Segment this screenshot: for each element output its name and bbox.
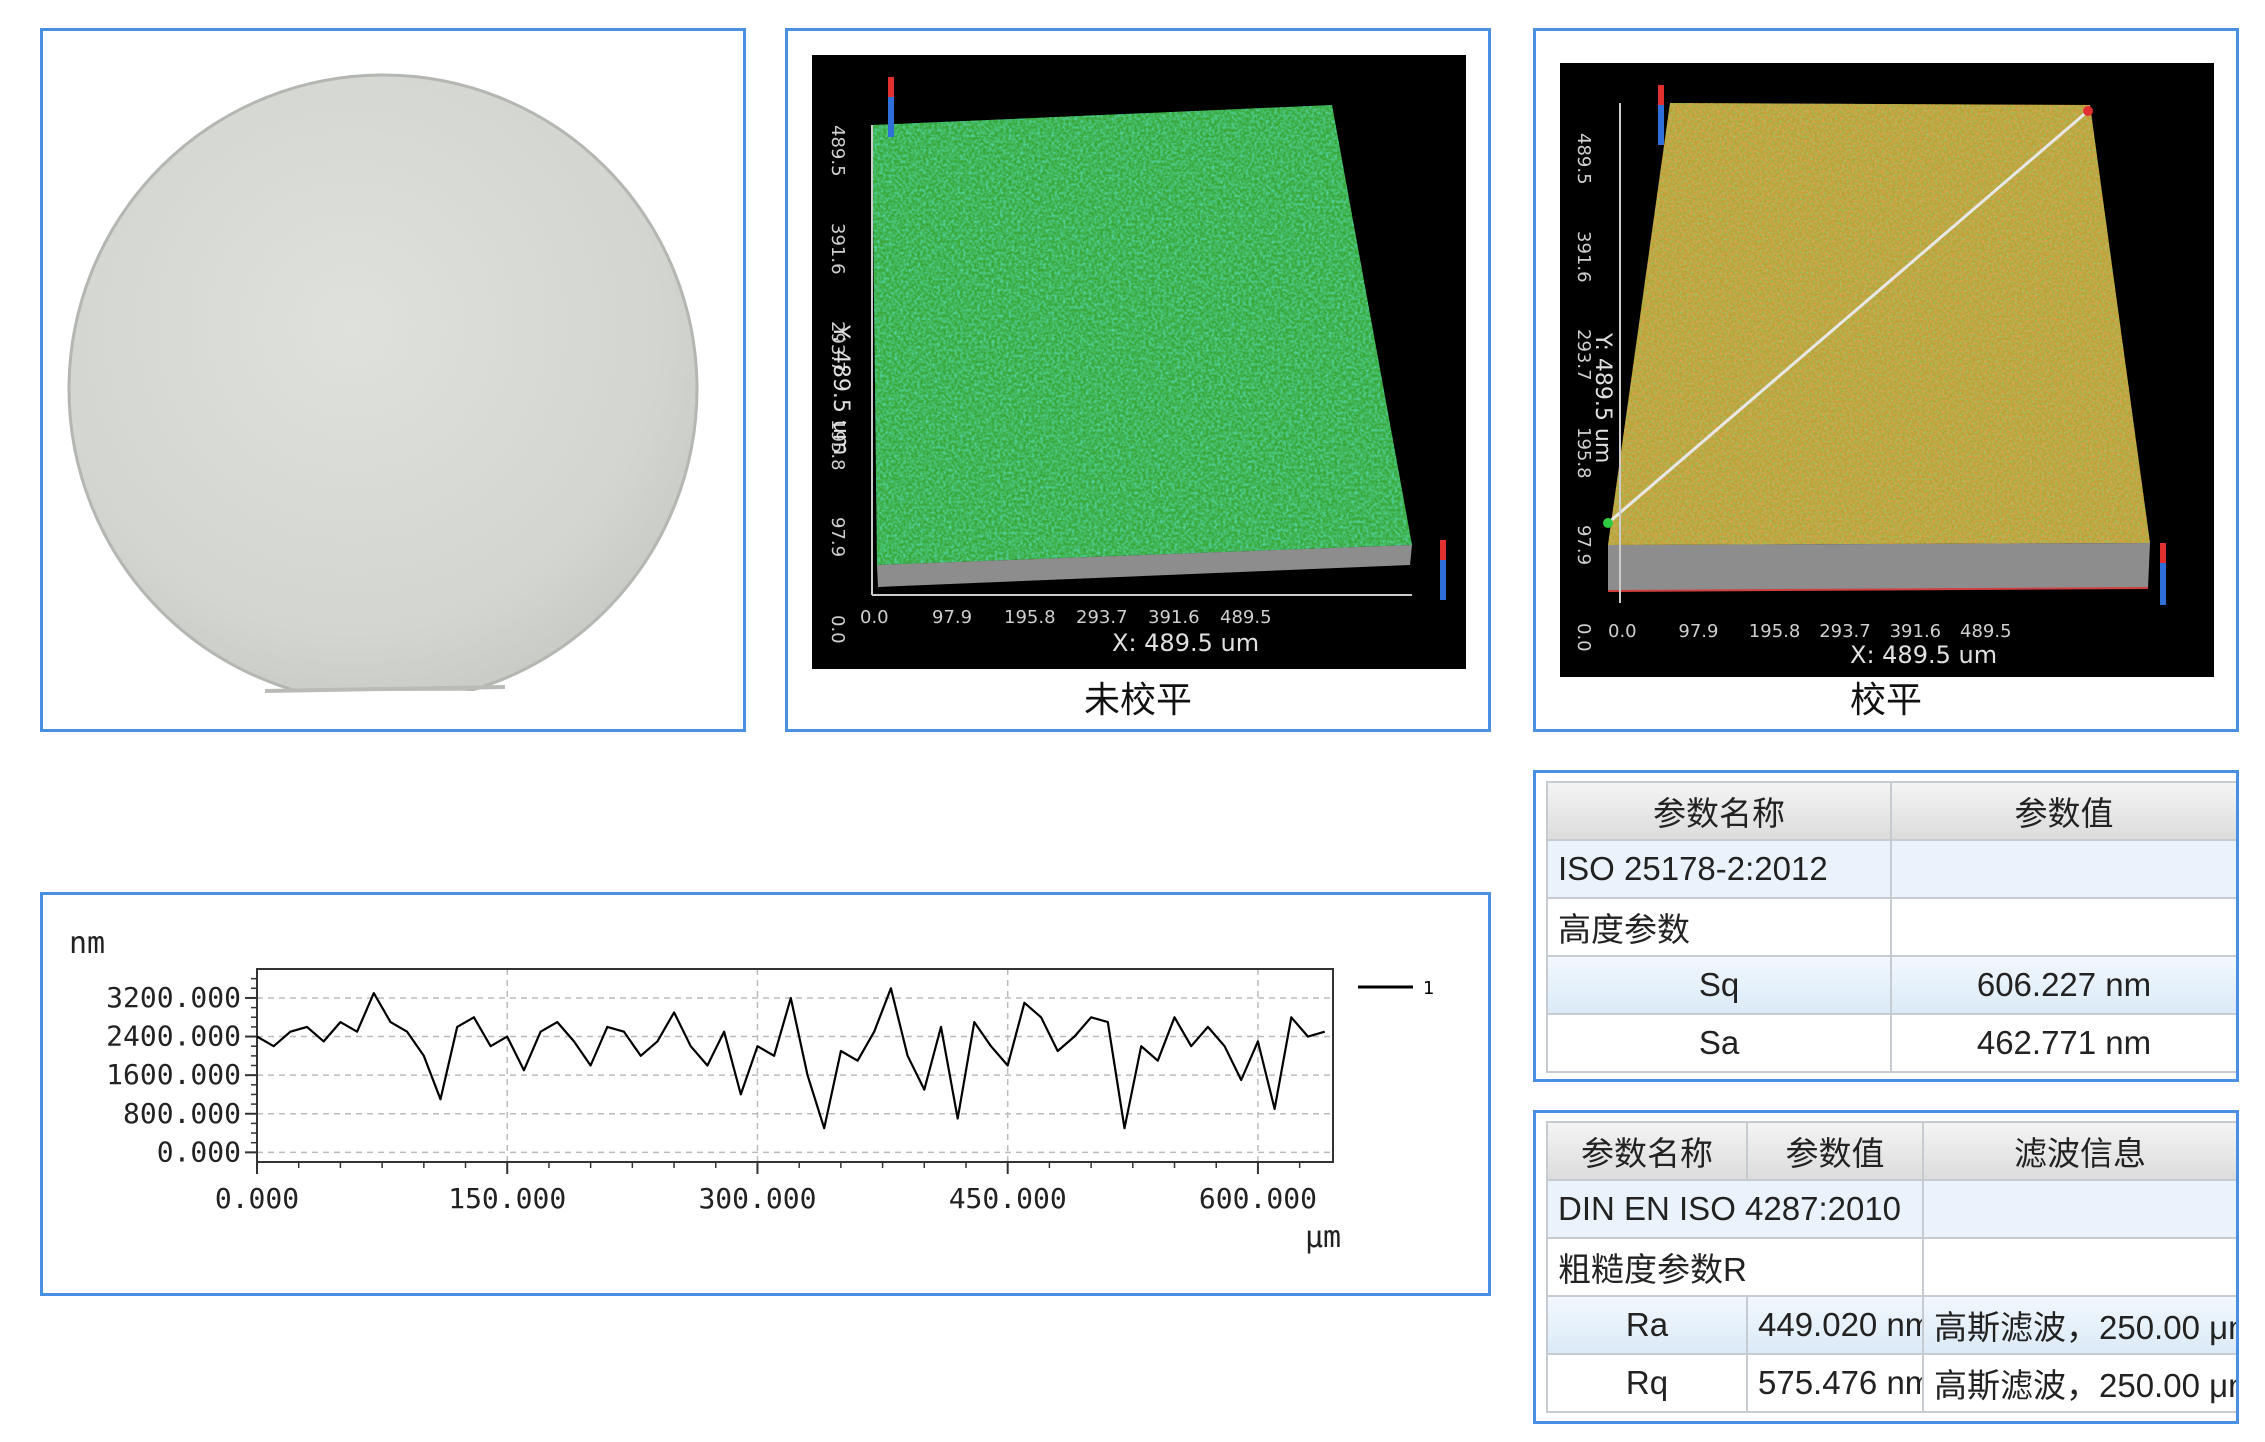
unleveled-3d-plot: 0.0 97.9 195.8 293.7 391.6 489.5 0.0 97.9 195.8… (812, 55, 1466, 669)
t2-header-value: 参数值 (1746, 1121, 1924, 1181)
t1-cell: 462.771 nm (1890, 1013, 2236, 1073)
t2-cell: Ra (1546, 1295, 1748, 1355)
leveled-y-tick-label: 97.9 (1573, 525, 1594, 565)
unleveled-y-tick-label: 195.8 (827, 419, 848, 471)
leveled-y-tick-label: 391.6 (1573, 231, 1594, 283)
leveled-y-tick-label: 293.7 (1573, 329, 1594, 381)
x-tick-label: 600.000 (1199, 1182, 1317, 1215)
wafer-photo-panel (40, 28, 746, 732)
leveled-y-tick-label: 0.0 (1573, 623, 1594, 652)
table-row[interactable]: Sa 462.771 nm (1546, 1013, 2236, 1073)
profile-series-line (256, 987, 1326, 1130)
leveled-x-tick-label: 195.8 (1749, 621, 1801, 642)
unleveled-x-tick-label: 97.9 (932, 607, 972, 628)
leveled-3d-panel: 0.0 97.9 195.8 293.7 391.6 489.5 0.0 97.9 195.8… (1533, 28, 2239, 732)
t2-header-name: 参数名称 (1546, 1121, 1748, 1181)
t2-cell: 高斯滤波，250.00 μm (1922, 1295, 2236, 1355)
leveled-y-tick-label: 195.8 (1573, 427, 1594, 479)
profile-chart-panel: nm μm 3200.000 2400.000 1600.000 800.000 0.0… (40, 892, 1491, 1296)
t1-cell: Sa (1546, 1013, 1892, 1073)
profile-y-label: nm (69, 926, 105, 961)
table-row[interactable]: DIN EN ISO 4287:2010 (1546, 1179, 2236, 1239)
t2-cell: 粗糙度参数R (1546, 1237, 1924, 1297)
unleveled-x-axis-label: X: 489.5 um (1112, 629, 1259, 657)
surface-params-panel: 参数名称 参数值 ISO 25178-2:2012 高度参数 Sq 606.22… (1533, 770, 2239, 1082)
table-row[interactable]: 高度参数 (1546, 897, 2236, 957)
y-tick-label: 1600.000 (106, 1058, 241, 1091)
leveled-x-tick-label: 391.6 (1890, 621, 1942, 642)
y-tick-label: 2400.000 (106, 1020, 241, 1053)
table-row[interactable]: Ra 449.020 nm 高斯滤波，250.00 μm (1546, 1295, 2236, 1355)
roughness-params-table: 参数名称 参数值 滤波信息 DIN EN ISO 4287:2010 粗糙度参数… (1546, 1121, 2236, 1413)
leveled-x-tick-label: 489.5 (1960, 621, 2012, 642)
unleveled-y-tick-label: 0.0 (827, 615, 848, 644)
table-row[interactable]: Rq 575.476 nm 高斯滤波，250.00 μm (1546, 1353, 2236, 1413)
x-tick-label: 450.000 (949, 1182, 1067, 1215)
t1-cell: Sq (1546, 955, 1892, 1015)
t2-cell: 高斯滤波，250.00 μm (1922, 1353, 2236, 1413)
t1-cell (1890, 897, 2236, 957)
unleveled-y-tick-label: 293.7 (827, 321, 848, 373)
leveled-x-axis-label: X: 489.5 um (1850, 641, 1997, 669)
y-tick-label: 800.000 (123, 1097, 241, 1130)
unleveled-y-tick-label: 489.5 (827, 125, 848, 177)
t2-cell: DIN EN ISO 4287:2010 (1546, 1179, 1924, 1239)
leveled-y-axis-label: Y: 489.5 um (1590, 332, 1615, 463)
y-tick-label: 0.000 (157, 1135, 241, 1168)
surface-params-table: 参数名称 参数值 ISO 25178-2:2012 高度参数 Sq 606.22… (1546, 781, 2236, 1073)
t2-cell: 449.020 nm (1746, 1295, 1924, 1355)
unleveled-x-tick-label: 293.7 (1076, 607, 1128, 628)
profile-x-label: μm (1305, 1220, 1341, 1255)
unleveled-y-tick-label: 391.6 (827, 223, 848, 275)
leveled-x-tick-label: 97.9 (1678, 621, 1718, 642)
leveled-caption: 校平 (1849, 680, 1922, 721)
t2-header-filter: 滤波信息 (1922, 1121, 2236, 1181)
unleveled-caption: 未校平 (1083, 680, 1192, 721)
wafer-image (67, 73, 699, 693)
unleveled-x-tick-label: 391.6 (1148, 607, 1200, 628)
t2-cell (1922, 1179, 2236, 1239)
t1-cell: 606.227 nm (1890, 955, 2236, 1015)
leveled-x-tick-label: 293.7 (1819, 621, 1871, 642)
table-row[interactable]: 粗糙度参数R (1546, 1237, 2236, 1297)
unleveled-x-tick-label: 0.0 (860, 607, 889, 628)
x-tick-label: 300.000 (698, 1182, 816, 1215)
unleveled-3d-panel: 0.0 97.9 195.8 293.7 391.6 489.5 0.0 97.9 195.8… (785, 28, 1491, 732)
leveled-x-tick-label: 0.0 (1608, 621, 1637, 642)
x-tick-label: 0.000 (215, 1182, 299, 1215)
x-tick-label: 150.000 (448, 1182, 566, 1215)
t1-cell: ISO 25178-2:2012 (1546, 839, 1892, 899)
t1-header-value: 参数值 (1890, 781, 2236, 841)
t1-header-name: 参数名称 (1546, 781, 1892, 841)
legend-label: 1 (1423, 978, 1434, 999)
table-row[interactable]: ISO 25178-2:2012 (1546, 839, 2236, 899)
t2-cell (1922, 1237, 2236, 1297)
t1-cell: 高度参数 (1546, 897, 1892, 957)
unleveled-x-tick-label: 489.5 (1220, 607, 1272, 628)
t2-cell: 575.476 nm (1746, 1353, 1924, 1413)
unleveled-y-tick-label: 97.9 (827, 517, 848, 557)
t1-cell (1890, 839, 2236, 899)
y-tick-label: 3200.000 (106, 981, 241, 1014)
unleveled-x-tick-label: 195.8 (1004, 607, 1056, 628)
roughness-params-panel: 参数名称 参数值 滤波信息 DIN EN ISO 4287:2010 粗糙度参数… (1533, 1110, 2239, 1424)
leveled-y-tick-label: 489.5 (1573, 133, 1594, 185)
leveled-3d-plot: 0.0 97.9 195.8 293.7 391.6 489.5 0.0 97.9 195.8… (1560, 63, 2214, 677)
unleveled-y-axis-label: Y: 489.5 um (828, 324, 853, 455)
table-row[interactable]: Sq 606.227 nm (1546, 955, 2236, 1015)
t2-cell: Rq (1546, 1353, 1748, 1413)
profile-chart: nm μm 3200.0002400.0001600.000800.0000.0… (69, 926, 1434, 1255)
